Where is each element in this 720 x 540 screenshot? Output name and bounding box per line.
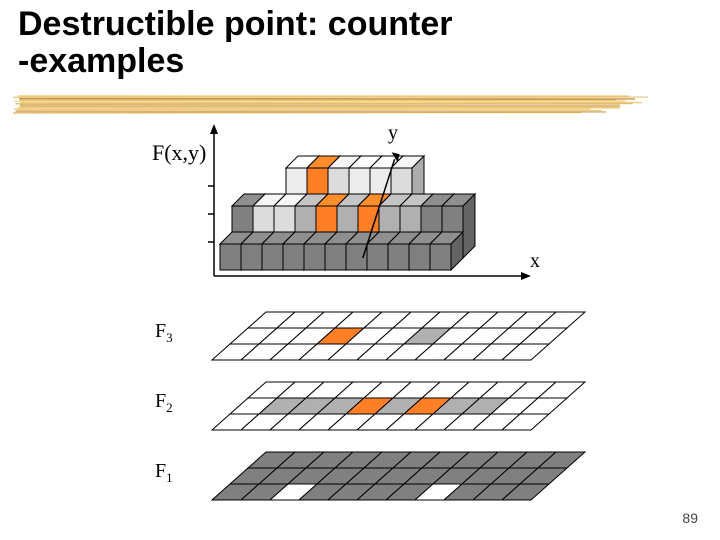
slide-title: Destructible point: counter-examples [18,6,452,81]
level-grid [210,380,587,437]
bar-chart-3d [190,120,550,290]
level-grid [210,450,587,507]
page-number: 89 [682,510,698,526]
level-label-3: F3 [155,320,173,346]
level-label-2: F2 [155,390,173,416]
title-underline [8,94,688,116]
level-label-1: F1 [155,460,173,486]
level-grid [210,310,587,367]
